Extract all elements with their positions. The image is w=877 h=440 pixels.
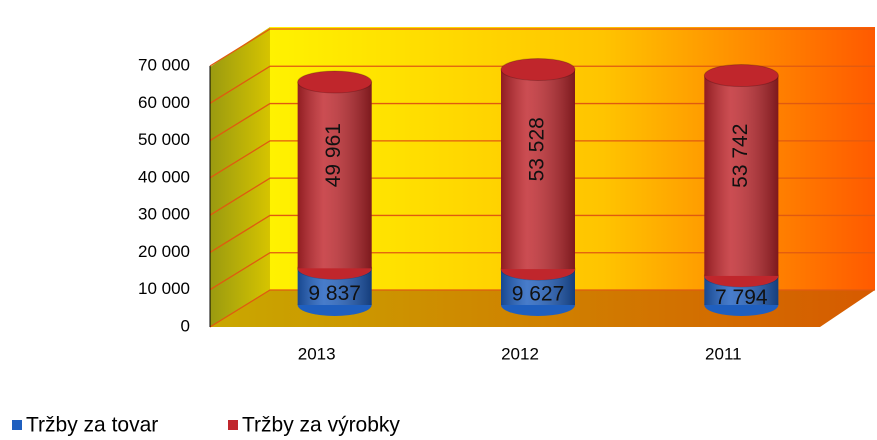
value-label: 53 742 <box>729 124 752 188</box>
y-tick-label: 60 000 <box>138 93 190 112</box>
y-tick-label: 10 000 <box>138 279 190 298</box>
grid-line <box>209 289 875 328</box>
y-tick-label: 50 000 <box>138 130 190 149</box>
legend-label: Tržby za výrobky <box>242 414 400 437</box>
x-tick-label: 2013 <box>298 344 336 363</box>
value-label: 53 528 <box>526 117 549 181</box>
x-tick-label: 2012 <box>501 344 539 363</box>
bar-shade <box>501 69 575 270</box>
y-tick-label: 20 000 <box>138 242 190 261</box>
value-label: 7 794 <box>715 286 768 309</box>
legend-label: Tržby za tovar <box>26 414 158 437</box>
value-label: 9 627 <box>512 283 565 306</box>
grid-line <box>209 28 875 67</box>
x-tick-label: 2011 <box>705 344 742 363</box>
value-label: 49 961 <box>322 123 345 187</box>
bar-shade <box>704 75 779 276</box>
side-wall <box>210 27 270 327</box>
grid-line <box>209 65 875 104</box>
plot: 0 10 000 20 000 30 000 40 000 50 000 60 000 70 … <box>138 28 875 363</box>
bar-shade <box>297 82 372 269</box>
cylinder-top <box>703 64 779 88</box>
y-tick-label: 0 <box>181 316 190 335</box>
y-tick-label: 40 000 <box>138 167 190 186</box>
cylinder-top <box>500 58 576 82</box>
y-tick-label: 70 000 <box>138 55 190 74</box>
grid-line <box>209 177 875 216</box>
y-tick-label: 30 000 <box>138 205 190 224</box>
legend-swatch <box>12 420 22 430</box>
legend-swatch <box>228 420 238 430</box>
cylinder-top <box>297 70 373 94</box>
grid-line <box>209 214 875 253</box>
grid-line <box>209 252 875 291</box>
grid-line <box>209 102 875 142</box>
grid-line <box>209 140 875 179</box>
value-label: 9 837 <box>308 282 361 305</box>
